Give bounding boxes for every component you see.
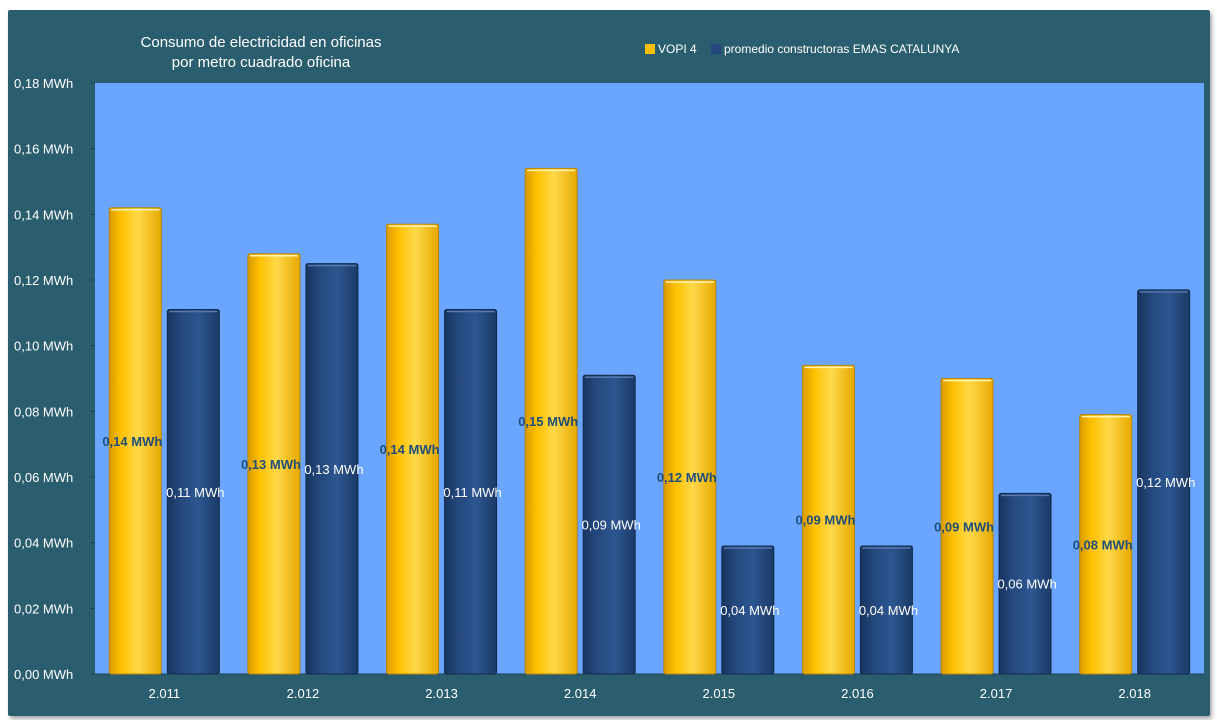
legend-swatch-promedio xyxy=(711,44,721,54)
y-tick-label: 0,08 MWh xyxy=(14,404,73,419)
bar-promedio xyxy=(305,263,359,675)
bar-vopi4 xyxy=(386,223,440,675)
bar-promedio xyxy=(166,309,220,675)
data-label-promedio: 0,09 MWh xyxy=(582,518,641,533)
y-tick-label: 0,00 MWh xyxy=(14,667,73,682)
y-tick-label: 0,04 MWh xyxy=(14,536,73,551)
y-tick-label: 0,14 MWh xyxy=(14,207,73,222)
bar-vopi4 xyxy=(801,364,855,675)
bar-vopi4 xyxy=(1079,414,1133,675)
data-label-promedio: 0,11 MWh xyxy=(166,485,224,500)
chart-frame: Consumo de electricidad en oficinas por … xyxy=(8,10,1210,716)
chart-title-line-1: Consumo de electricidad en oficinas xyxy=(141,34,382,51)
data-label-promedio: 0,04 MWh xyxy=(720,603,779,618)
y-tick-label: 0,10 MWh xyxy=(14,339,73,354)
x-tick-label: 2.015 xyxy=(703,686,736,701)
bar-promedio xyxy=(444,309,498,675)
x-tick-label: 2.016 xyxy=(841,686,874,701)
data-label-promedio: 0,13 MWh xyxy=(304,462,363,477)
bar-vopi4 xyxy=(663,279,717,675)
bar-promedio xyxy=(998,492,1052,675)
data-label-promedio: 0,06 MWh xyxy=(997,577,1056,592)
x-tick-label: 2.012 xyxy=(287,686,320,701)
data-label-promedio: 0,04 MWh xyxy=(859,603,918,618)
legend-label-vopi4: VOPI 4 xyxy=(658,42,697,56)
chart-title-line-2: por metro cuadrado oficina xyxy=(172,54,351,71)
bar-chart: Consumo de electricidad en oficinas por … xyxy=(14,34,1204,701)
bar-promedio xyxy=(1137,289,1191,675)
data-label-vopi4: 0,14 MWh xyxy=(380,442,440,457)
data-label-vopi4: 0,09 MWh xyxy=(934,519,994,534)
legend: VOPI 4 promedio constructoras EMAS CATAL… xyxy=(645,42,959,56)
legend-label-promedio: promedio constructoras EMAS CATALUNYA xyxy=(724,42,959,56)
bar-promedio xyxy=(859,545,913,675)
x-tick-label: 2.014 xyxy=(564,686,597,701)
data-labels: 0,14 MWh 0,11 MWh 0,13 MWh 0,13 MWh 0,14 MWh… xyxy=(102,414,1195,618)
bar-vopi4 xyxy=(940,378,994,675)
data-label-promedio: 0,11 MWh xyxy=(443,485,501,500)
bar-vopi4 xyxy=(524,167,578,675)
x-tick-label: 2.011 xyxy=(149,686,181,701)
x-tick-label: 2.018 xyxy=(1118,686,1151,701)
bar-vopi4 xyxy=(247,253,301,675)
data-label-vopi4: 0,13 MWh xyxy=(241,457,301,472)
y-tick-label: 0,12 MWh xyxy=(14,273,73,288)
y-tick-label: 0,02 MWh xyxy=(14,601,73,616)
data-label-vopi4: 0,12 MWh xyxy=(657,470,717,485)
y-tick-label: 0,18 MWh xyxy=(14,76,73,91)
bar-promedio xyxy=(721,545,775,675)
data-label-vopi4: 0,14 MWh xyxy=(102,434,162,449)
data-label-promedio: 0,12 MWh xyxy=(1136,475,1195,490)
x-tick-label: 2.017 xyxy=(980,686,1013,701)
y-tick-label: 0,16 MWh xyxy=(14,142,73,157)
data-label-vopi4: 0,15 MWh xyxy=(518,414,578,429)
legend-swatch-vopi4 xyxy=(645,44,655,54)
bar-promedio xyxy=(582,374,636,675)
y-axis: 0,00 MWh 0,02 MWh 0,04 MWh 0,06 MWh 0,08 MWh… xyxy=(14,76,95,682)
data-label-vopi4: 0,08 MWh xyxy=(1073,537,1133,552)
x-axis: 2.011 2.012 2.013 2.014 2.015 2.016 2.017 2.018 xyxy=(149,686,1151,701)
bars xyxy=(108,167,1191,675)
data-label-vopi4: 0,09 MWh xyxy=(795,513,855,528)
y-tick-label: 0,06 MWh xyxy=(14,470,73,485)
bar-vopi4 xyxy=(108,207,162,675)
x-tick-label: 2.013 xyxy=(425,686,458,701)
